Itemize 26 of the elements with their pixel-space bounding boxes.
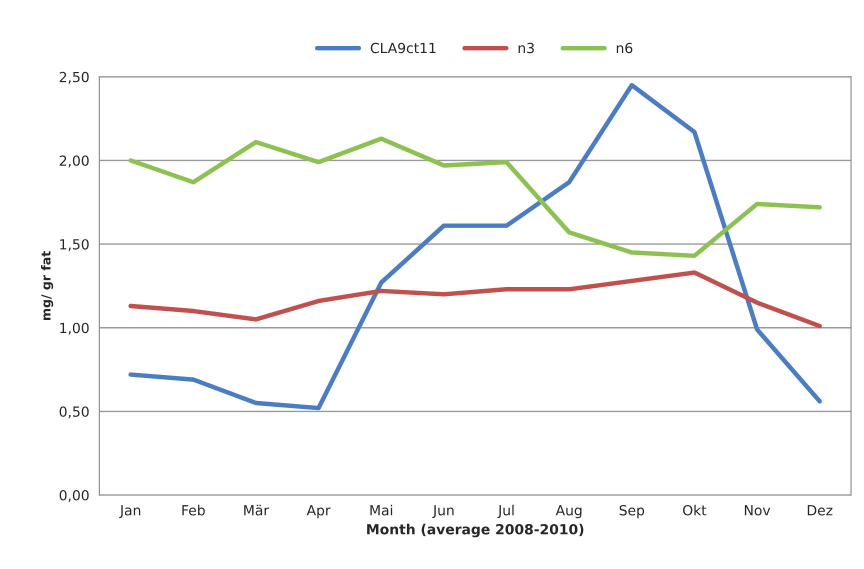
x-tick-label: Mär xyxy=(244,504,270,516)
x-tick-label: Jul xyxy=(497,504,514,518)
legend-label: CLA9ct11 xyxy=(370,42,436,54)
x-tick-label: Jun xyxy=(432,505,454,518)
line-series xyxy=(128,136,822,258)
y-tick-label: 0,00 xyxy=(60,490,89,502)
line-series xyxy=(128,82,822,410)
x-tick-label: Nov xyxy=(744,505,770,516)
x-tick-label: Mai xyxy=(370,504,392,516)
legend-label: n3 xyxy=(518,42,534,54)
line-series xyxy=(128,270,822,328)
x-tick-label: Sep xyxy=(620,504,644,518)
y-tick-label: 1,50 xyxy=(60,239,89,251)
x-tick-label: Aug xyxy=(556,505,582,518)
y-tick-label: 0,50 xyxy=(60,406,89,418)
y-axis-title: mg/ gr fat xyxy=(40,251,54,320)
x-axis-title: Month (average 2008-2010) xyxy=(367,524,584,538)
y-tick-label: 2,00 xyxy=(60,155,89,168)
legend-label: n6 xyxy=(616,42,632,54)
x-tick-label: Apr xyxy=(306,505,331,518)
y-tick-label: 1,00 xyxy=(60,322,89,335)
x-tick-label: Jan xyxy=(119,505,140,518)
x-tick-label: Feb xyxy=(182,504,205,516)
x-tick-label: Okt xyxy=(683,504,706,516)
x-tick-label: Dez xyxy=(808,505,832,516)
y-tick-label: 2,50 xyxy=(60,72,89,84)
